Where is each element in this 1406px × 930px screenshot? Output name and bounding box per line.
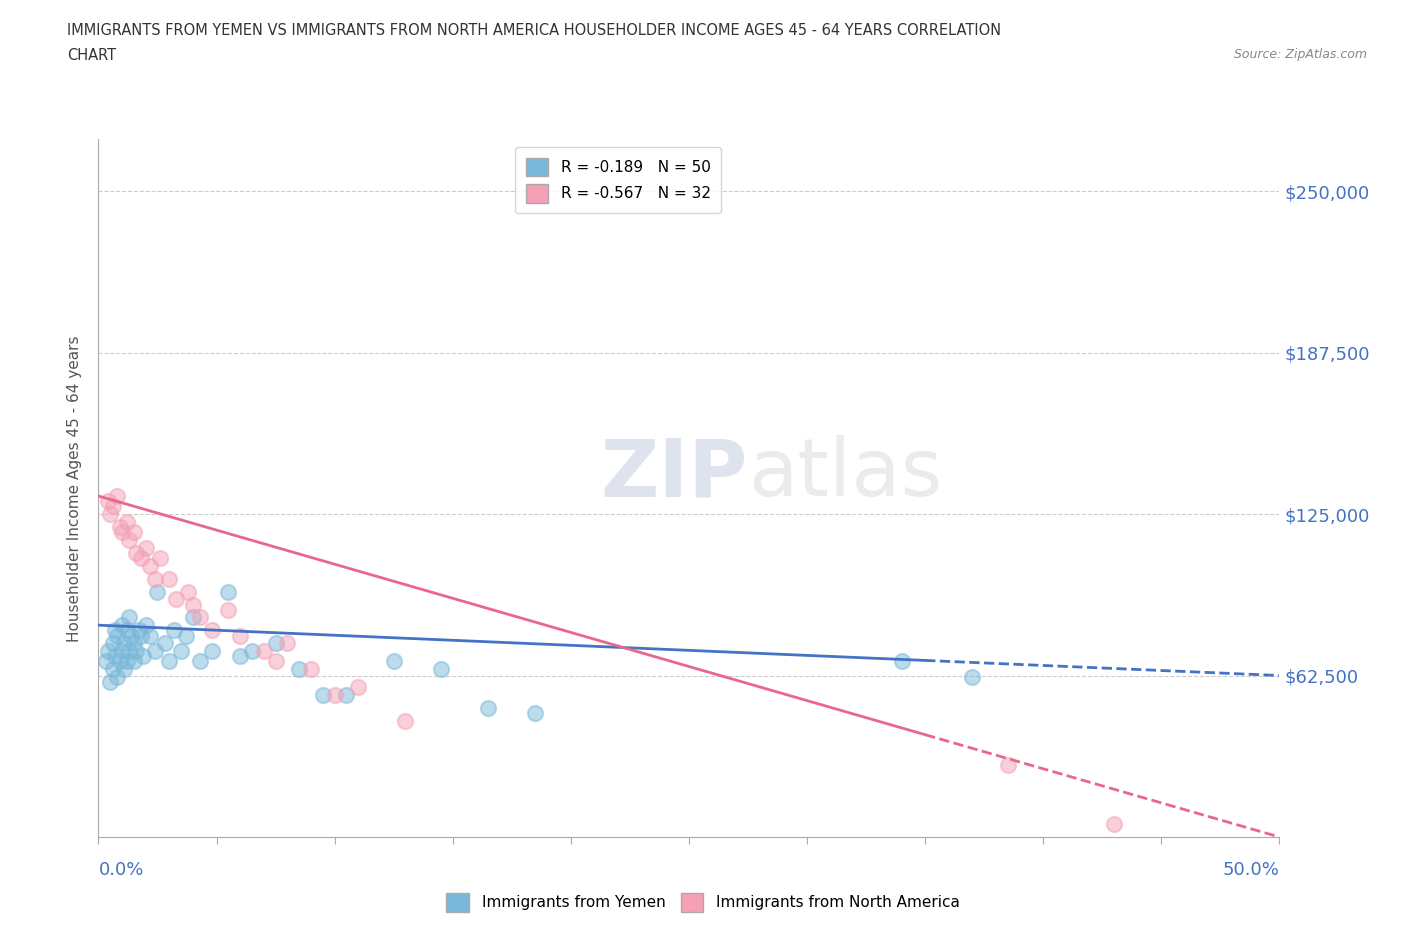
Point [135,618,157,632]
Legend: Immigrants from Yemen, Immigrants from North America: Immigrants from Yemen, Immigrants from N… [440,887,966,918]
Point [1102,817,1125,831]
Point [112,636,135,651]
Point [97,494,120,509]
Point [115,654,138,669]
Point [253,644,276,658]
Point [201,644,224,658]
Point [477,700,499,715]
Text: Source: ZipAtlas.com: Source: ZipAtlas.com [1233,48,1367,61]
Point [94,654,117,669]
Point [890,654,912,669]
Text: atlas: atlas [748,435,942,513]
Point [143,644,166,658]
Point [98,507,121,522]
Point [108,654,131,669]
Point [105,488,128,503]
Point [115,514,138,529]
Point [139,558,162,573]
Point [382,654,405,669]
Point [101,636,124,651]
Point [122,636,145,651]
Point [111,525,134,539]
Point [229,628,252,643]
Point [288,661,311,676]
Point [105,628,128,643]
Point [163,623,186,638]
Point [97,644,120,658]
Point [217,603,239,618]
Point [524,706,547,721]
Point [139,628,162,643]
Point [104,649,127,664]
Point [112,661,135,676]
Point [128,623,150,638]
Point [347,680,370,695]
Point [181,597,204,612]
Point [122,525,145,539]
Point [121,628,143,643]
Point [177,584,200,599]
Point [98,674,121,689]
Point [125,644,148,658]
Point [240,644,263,658]
Text: IMMIGRANTS FROM YEMEN VS IMMIGRANTS FROM NORTH AMERICA HOUSEHOLDER INCOME AGES 4: IMMIGRANTS FROM YEMEN VS IMMIGRANTS FROM… [67,23,1001,38]
Point [312,687,335,702]
Text: 50.0%: 50.0% [1223,860,1279,879]
Legend: R = -0.189   N = 50, R = -0.567   N = 32: R = -0.189 N = 50, R = -0.567 N = 32 [515,147,721,214]
Point [111,644,134,658]
Point [299,661,322,676]
Point [118,644,141,658]
Point [122,654,145,669]
Point [181,610,204,625]
Point [115,623,138,638]
Point [125,545,148,560]
Point [157,654,180,669]
Point [143,571,166,586]
Point [997,757,1019,772]
Point [118,610,141,625]
Text: 0.0%: 0.0% [98,860,143,879]
Point [335,687,357,702]
Point [170,644,193,658]
Point [149,551,172,565]
Point [101,661,124,676]
Point [105,670,128,684]
Point [394,713,416,728]
Point [264,654,287,669]
Point [118,533,141,548]
Point [323,687,346,702]
Point [111,618,134,632]
Point [188,654,211,669]
Point [135,540,157,555]
Y-axis label: Householder Income Ages 45 - 64 years: Householder Income Ages 45 - 64 years [67,335,83,642]
Point [146,584,169,599]
Point [101,498,124,513]
Point [188,610,211,625]
Point [264,636,287,651]
Point [104,623,127,638]
Point [129,551,152,565]
Text: CHART: CHART [67,48,117,63]
Point [217,584,239,599]
Point [108,520,131,535]
Point [153,636,176,651]
Point [157,571,180,586]
Point [129,628,152,643]
Point [165,591,187,606]
Point [962,670,984,684]
Point [430,661,453,676]
Point [276,636,298,651]
Text: ZIP: ZIP [600,435,748,513]
Point [201,623,224,638]
Point [132,649,155,664]
Point [174,628,197,643]
Point [229,649,252,664]
